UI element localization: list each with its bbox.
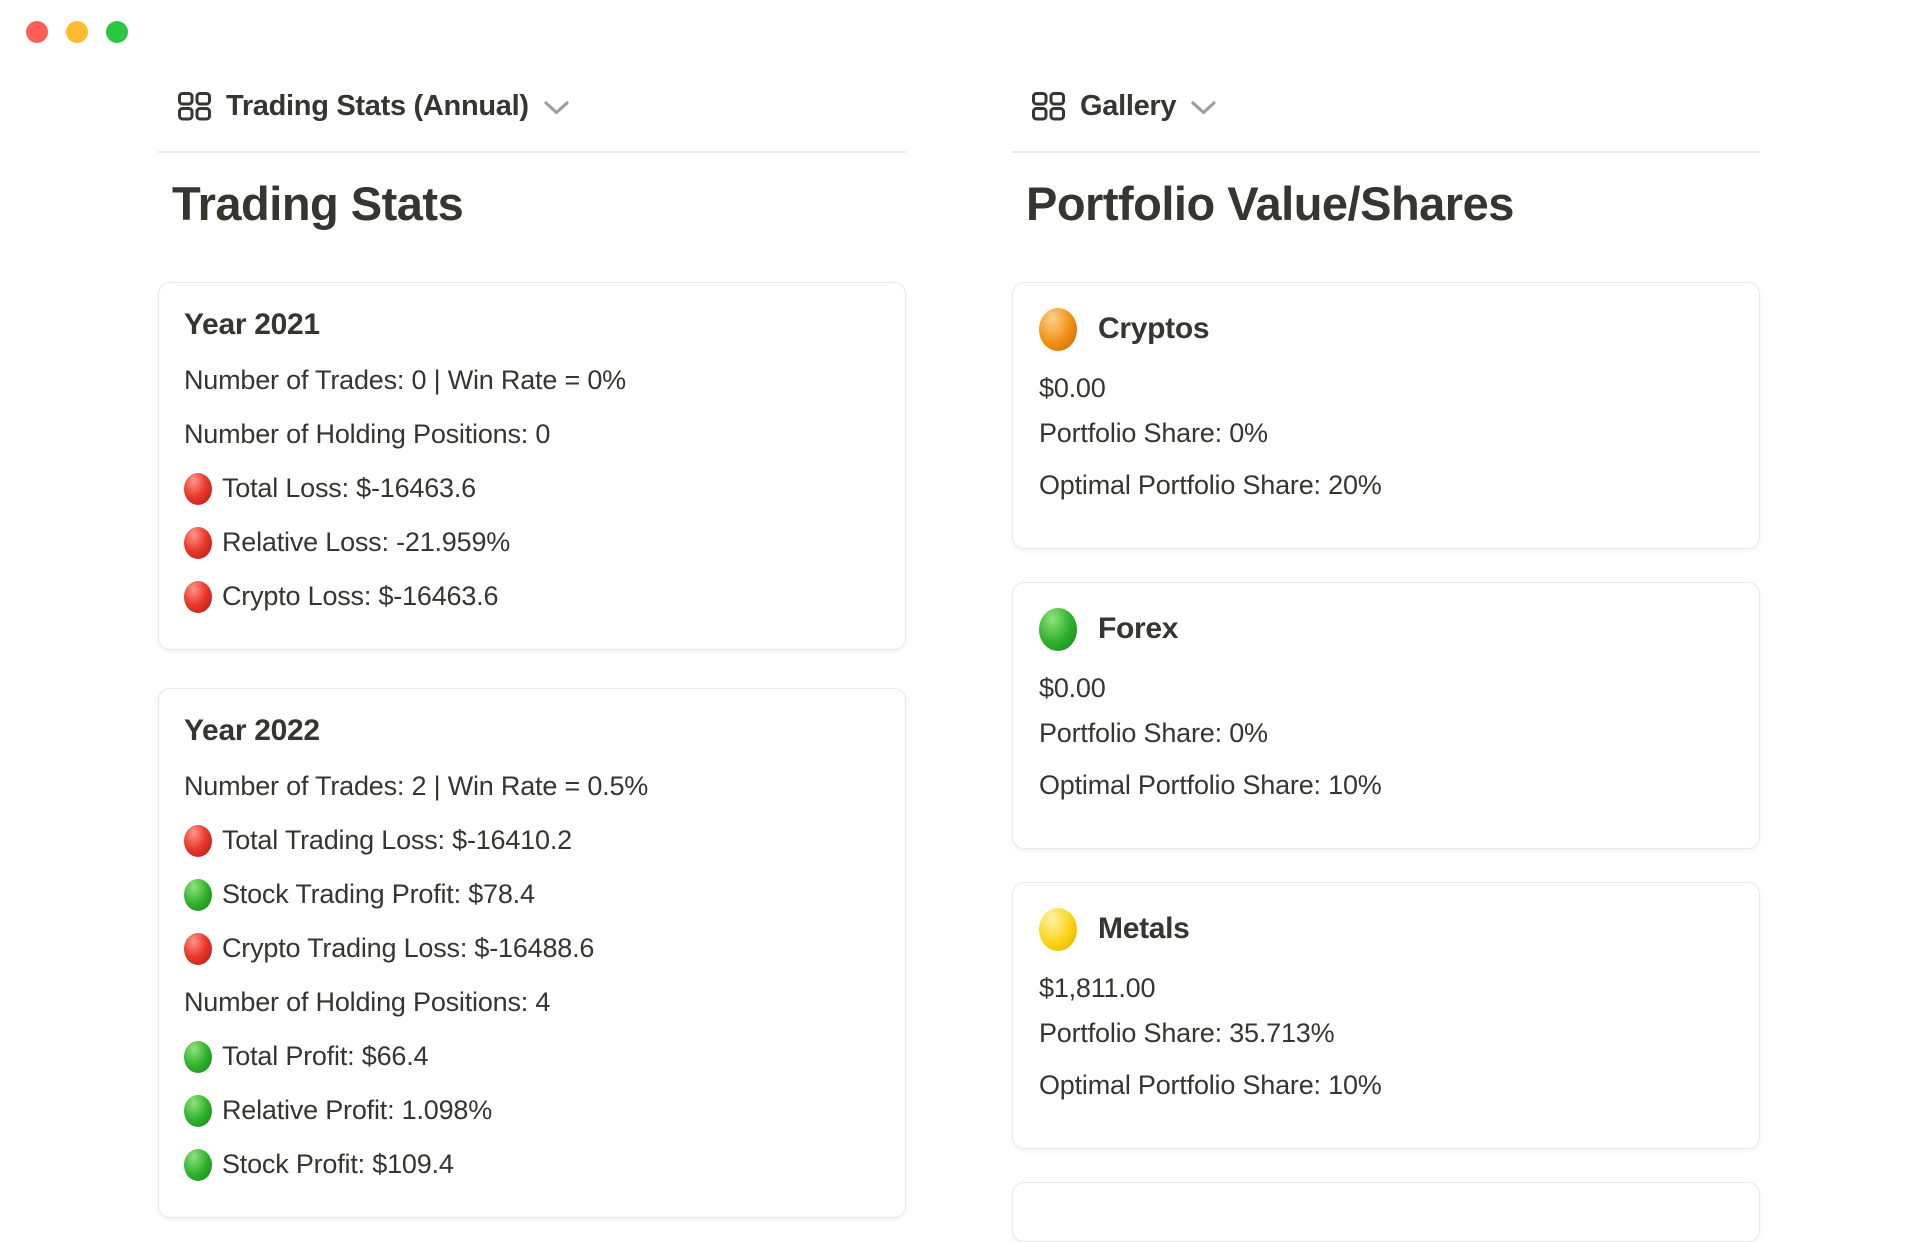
stat-line: Crypto Loss: $-16463.6 (184, 580, 880, 613)
green-circle-emoji (184, 878, 212, 911)
card-title: Forex (1098, 612, 1179, 645)
metals-card[interactable]: Metals $1,811.00 Portfolio Share: 35.713… (1012, 882, 1760, 1149)
portfolio-value: $1,811.00 (1039, 973, 1156, 1003)
year-2021-card[interactable]: Year 2021 Number of Trades: 0 | Win Rate… (158, 282, 906, 650)
stat-line: Stock Trading Profit: $78.4 (184, 878, 880, 911)
stat-line: Total Loss: $-16463.6 (184, 472, 880, 505)
year-2022-card[interactable]: Year 2022 Number of Trades: 2 | Win Rate… (158, 688, 906, 1218)
portfolio-share: Portfolio Share: 0% (1039, 418, 1268, 448)
red-circle-emoji (184, 824, 212, 857)
green-circle-emoji (184, 1040, 212, 1073)
stat-line: Number of Holding Positions: 0 (184, 419, 551, 449)
portfolio-share: Portfolio Share: 0% (1039, 718, 1268, 748)
card-title: Cryptos (1098, 312, 1210, 345)
card-title-row: Cryptos (1039, 307, 1733, 351)
green-circle-emoji (184, 1094, 212, 1127)
gallery-view-icon (1032, 91, 1065, 121)
portfolio-value: $0.00 (1039, 673, 1106, 703)
yellow-circle-emoji (1039, 907, 1077, 951)
view-name: Gallery (1080, 89, 1177, 122)
red-circle-emoji (184, 472, 212, 505)
view-switcher-trading-stats[interactable]: Trading Stats (Annual) (178, 88, 906, 124)
view-switcher-gallery[interactable]: Gallery (1032, 88, 1760, 124)
view-name: Trading Stats (Annual) (226, 89, 529, 122)
chevron-down-icon (543, 100, 570, 116)
red-circle-emoji (184, 932, 212, 965)
stat-line: Number of Trades: 2 | Win Rate = 0.5% (184, 771, 649, 801)
forex-card[interactable]: Forex $0.00 Portfolio Share: 0% Optimal … (1012, 582, 1760, 849)
stat-line: Crypto Trading Loss: $-16488.6 (184, 932, 880, 965)
optimal-portfolio-share: Optimal Portfolio Share: 20% (1039, 470, 1382, 500)
portfolio-value: $0.00 (1039, 373, 1106, 403)
stat-line: Number of Holding Positions: 4 (184, 987, 551, 1017)
card-title: Year 2022 (184, 714, 320, 747)
stat-cards: Year 2021 Number of Trades: 0 | Win Rate… (158, 282, 906, 1218)
page-title: Portfolio Value/Shares (1026, 177, 1514, 230)
chevron-down-icon (1190, 100, 1217, 116)
card-title: Year 2021 (184, 308, 320, 341)
card-title: Metals (1098, 912, 1190, 945)
gallery-view-icon (178, 91, 211, 121)
card-title-row: Forex (1039, 607, 1733, 651)
minimize-button[interactable] (66, 21, 88, 43)
window-controls (26, 21, 128, 43)
portfolio-pane: Gallery Portfolio Value/Shares Cryptos $… (1012, 0, 1760, 1242)
optimal-portfolio-share: Optimal Portfolio Share: 10% (1039, 1070, 1382, 1100)
stat-line: Number of Trades: 0 | Win Rate = 0% (184, 365, 626, 395)
orange-circle-emoji (1039, 307, 1077, 351)
green-circle-emoji (184, 1148, 212, 1181)
app-window: Trading Stats (Annual) Trading Stats Yea… (26, 21, 1760, 1242)
gallery-cards: Cryptos $0.00 Portfolio Share: 0% Optima… (1012, 282, 1760, 1242)
stat-line: Stock Profit: $109.4 (184, 1148, 880, 1181)
green-circle-emoji (1039, 607, 1077, 651)
trading-stats-pane: Trading Stats (Annual) Trading Stats Yea… (158, 0, 906, 1218)
partially-visible-card[interactable] (1012, 1182, 1760, 1242)
stat-line: Total Trading Loss: $-16410.2 (184, 824, 880, 857)
card-title-row: Metals (1039, 907, 1733, 951)
cryptos-card[interactable]: Cryptos $0.00 Portfolio Share: 0% Optima… (1012, 282, 1760, 549)
header-divider (158, 151, 906, 153)
stat-line: Relative Profit: 1.098% (184, 1094, 880, 1127)
red-circle-emoji (184, 526, 212, 559)
page-title: Trading Stats (172, 177, 464, 230)
stat-line: Total Profit: $66.4 (184, 1040, 880, 1073)
header-divider (1012, 151, 1760, 153)
portfolio-share: Portfolio Share: 35.713% (1039, 1018, 1335, 1048)
zoom-button[interactable] (106, 21, 128, 43)
red-circle-emoji (184, 580, 212, 613)
optimal-portfolio-share: Optimal Portfolio Share: 10% (1039, 770, 1382, 800)
close-button[interactable] (26, 21, 48, 43)
stat-line: Relative Loss: -21.959% (184, 526, 880, 559)
